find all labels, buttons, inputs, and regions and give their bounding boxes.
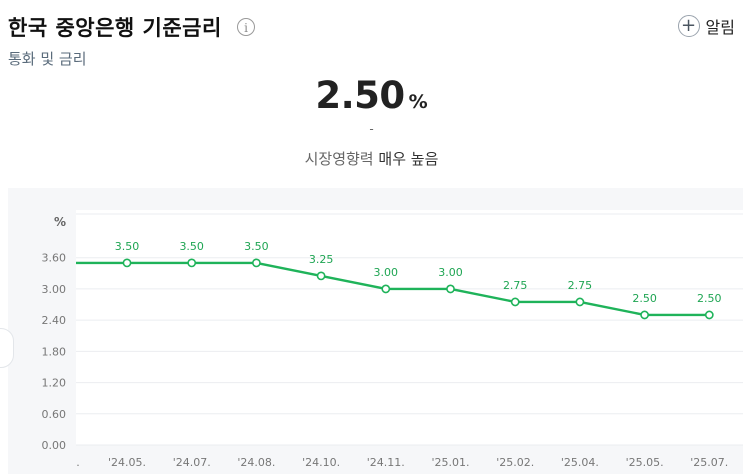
category-subtitle: 통화 및 금리 [8, 50, 87, 68]
y-axis-unit: % [54, 215, 66, 229]
x-tick-label: '24.07. [173, 456, 211, 469]
x-tick-label: . [76, 456, 80, 469]
info-icon[interactable]: i [237, 18, 255, 36]
data-point [122, 258, 132, 268]
data-label: 2.75 [568, 279, 593, 292]
data-point [316, 271, 326, 281]
line-chart: 0.00 0.60 1.20 1.80 2.40 3.00 3.60%. '24.05. '24… [42, 210, 743, 469]
data-point [640, 310, 649, 320]
data-label: 2.50 [697, 292, 722, 305]
alarm-button[interactable]: + 알림 [677, 14, 735, 38]
rate-unit: % [408, 91, 428, 113]
data-point [187, 258, 197, 268]
x-tick-label: '24.05. [108, 456, 146, 469]
data-label: 3.25 [309, 253, 334, 266]
y-tick-label: 3.60 [42, 252, 67, 265]
alarm-label: 알림 [705, 18, 735, 37]
change-indicator: - [369, 122, 374, 136]
x-tick-label: '24.10. [302, 456, 340, 469]
current-value: 2.50% [0, 74, 743, 117]
data-point [704, 310, 714, 320]
impact-label: 시장영향력 [304, 150, 374, 168]
rate-value: 2.50 [315, 74, 405, 117]
x-tick-label: '25.01. [431, 456, 469, 469]
impact-level: 매우 높음 [378, 150, 439, 168]
x-tick-label: '25.05. [626, 456, 664, 469]
data-label: 3.00 [374, 266, 399, 279]
data-point [446, 284, 455, 294]
y-tick-label: 1.80 [42, 345, 67, 358]
data-label: 3.00 [438, 266, 463, 279]
x-tick-label: '25.04. [561, 456, 599, 469]
chart-scroll-handle[interactable] [0, 328, 14, 368]
plot-background [76, 210, 743, 445]
chart-panel: 0.00 0.60 1.20 1.80 2.40 3.00 3.60%. '24.05. '24… [8, 188, 743, 474]
x-tick-label: '24.08. [237, 456, 275, 469]
data-label: 3.50 [179, 240, 204, 253]
data-label: 2.75 [503, 279, 528, 292]
y-tick-label: 0.00 [42, 439, 67, 452]
market-impact: 시장영향력 매우 높음 [0, 148, 743, 169]
data-label: 3.50 [115, 240, 140, 253]
data-label: 3.50 [244, 240, 269, 253]
data-point [575, 297, 585, 307]
data-label: 2.50 [632, 292, 657, 305]
data-point [251, 258, 261, 268]
data-point [510, 297, 520, 307]
x-tick-label: '25.02. [496, 456, 534, 469]
page-title: 한국 중앙은행 기준금리 [8, 16, 222, 40]
y-tick-label: 3.00 [42, 283, 67, 296]
plus-circle-icon: + [677, 15, 700, 37]
data-point [381, 284, 391, 294]
x-tick-label: '25.07. [690, 456, 728, 469]
y-tick-label: 2.40 [42, 314, 67, 327]
y-tick-label: 0.60 [42, 408, 67, 421]
x-tick-label: '24.11. [367, 456, 405, 469]
y-tick-label: 1.20 [42, 377, 67, 390]
